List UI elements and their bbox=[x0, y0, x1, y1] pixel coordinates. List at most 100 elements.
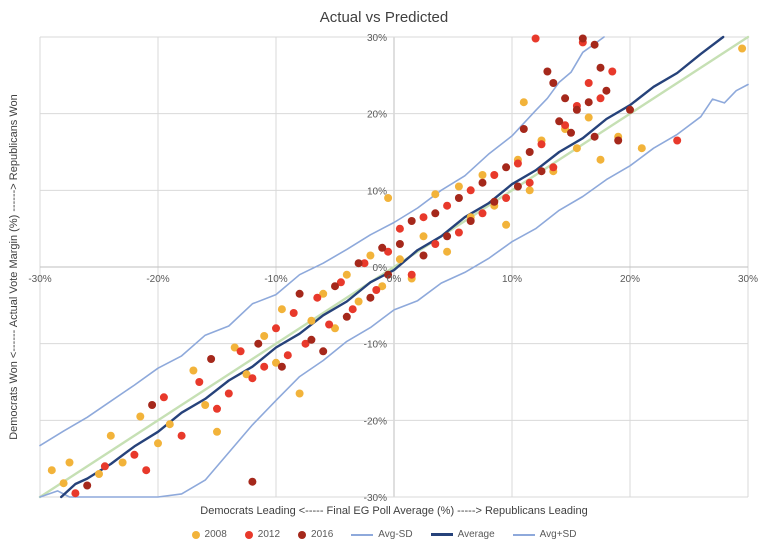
data-point-2008 bbox=[47, 466, 56, 475]
data-point-2016 bbox=[519, 125, 528, 133]
x-tick-label: 0% bbox=[387, 274, 402, 285]
data-point-2012 bbox=[260, 362, 269, 371]
data-point-2012 bbox=[513, 159, 522, 168]
data-point-2008 bbox=[95, 470, 103, 478]
scatter-series-2012 bbox=[71, 34, 682, 498]
data-point-2012 bbox=[443, 201, 452, 210]
data-point-2008 bbox=[738, 44, 747, 53]
data-point-2016 bbox=[549, 79, 558, 87]
data-point-2012 bbox=[348, 305, 357, 314]
legend-item-2008: 2008 bbox=[191, 529, 227, 540]
data-point-2016 bbox=[537, 167, 546, 176]
data-point-2012 bbox=[236, 347, 245, 356]
x-tick-label: -20% bbox=[146, 274, 169, 285]
data-point-2012 bbox=[71, 489, 80, 498]
data-point-2016 bbox=[490, 197, 499, 206]
data-point-2008 bbox=[118, 458, 127, 467]
data-point-2008 bbox=[213, 427, 221, 436]
data-point-2012 bbox=[301, 339, 310, 348]
data-point-2016 bbox=[431, 209, 440, 218]
x-tick-label: 20% bbox=[620, 274, 640, 285]
data-point-2016 bbox=[525, 148, 534, 156]
x-tick-label: 30% bbox=[738, 274, 758, 285]
data-point-2008 bbox=[366, 251, 375, 260]
data-point-2012 bbox=[177, 431, 186, 440]
data-point-2012 bbox=[490, 171, 499, 179]
y-tick-label: 10% bbox=[367, 186, 387, 197]
data-point-2016 bbox=[578, 34, 587, 43]
data-point-2008 bbox=[572, 144, 581, 153]
data-point-2016 bbox=[342, 312, 351, 321]
data-point-2008 bbox=[331, 324, 339, 333]
data-point-2012 bbox=[336, 278, 345, 287]
data-point-2016 bbox=[395, 240, 404, 248]
data-point-2008 bbox=[354, 297, 363, 306]
data-point-2008 bbox=[230, 343, 239, 352]
data-point-2016 bbox=[478, 178, 487, 187]
data-point-2016 bbox=[567, 128, 575, 137]
data-point-2016 bbox=[148, 401, 157, 409]
data-point-2008 bbox=[525, 186, 534, 195]
line-series-Average bbox=[60, 35, 725, 499]
tick-labels: -30% -20% -10% 0% 10% 20% 30% 30% 20% 10% 0% -10% -2… bbox=[28, 33, 758, 504]
data-point-2012 bbox=[673, 136, 682, 145]
data-point-2012 bbox=[502, 194, 511, 202]
data-point-2012 bbox=[159, 393, 168, 402]
data-point-2008 bbox=[319, 289, 328, 298]
data-point-2012 bbox=[313, 293, 322, 302]
data-point-2016 bbox=[602, 86, 611, 95]
data-point-2016 bbox=[555, 117, 564, 126]
data-point-2012 bbox=[142, 466, 151, 475]
y-tick-label: 0% bbox=[373, 263, 388, 274]
data-point-2008 bbox=[136, 412, 145, 421]
y-axis-title: Democrats Won <------ Actual Vote Margin… bbox=[8, 94, 20, 440]
data-point-2012 bbox=[325, 320, 334, 329]
x-tick-label: -30% bbox=[28, 274, 51, 285]
data-point-2012 bbox=[384, 247, 393, 256]
data-point-2012 bbox=[272, 324, 280, 333]
data-point-2008 bbox=[378, 282, 387, 291]
x-tick-label: -10% bbox=[264, 274, 287, 285]
data-point-2012 bbox=[608, 67, 617, 76]
data-point-2012 bbox=[525, 178, 534, 187]
data-point-2008 bbox=[295, 389, 304, 398]
legend-line-swatch bbox=[512, 533, 535, 536]
y-tick-label: 20% bbox=[367, 110, 387, 121]
data-point-2012 bbox=[360, 259, 369, 268]
data-point-2008 bbox=[637, 144, 646, 153]
data-point-2012 bbox=[431, 240, 440, 248]
data-point-2016 bbox=[83, 481, 92, 490]
data-point-2016 bbox=[248, 477, 257, 486]
chart-title: Actual vs Predicted bbox=[319, 9, 449, 26]
data-point-2012 bbox=[283, 351, 292, 360]
data-point-2008 bbox=[165, 420, 174, 429]
data-point-2016 bbox=[277, 362, 286, 371]
line-series-Avg+SD bbox=[39, 36, 605, 447]
data-point-2012 bbox=[395, 224, 404, 233]
data-point-2016 bbox=[207, 355, 216, 363]
legend-label: Avg-SD bbox=[378, 529, 413, 540]
data-point-2008 bbox=[478, 171, 487, 179]
data-point-2016 bbox=[384, 270, 393, 279]
data-point-2008 bbox=[342, 270, 351, 279]
data-point-2012 bbox=[224, 389, 233, 398]
data-point-2016 bbox=[454, 194, 463, 202]
data-point-2008 bbox=[502, 220, 511, 229]
y-tick-label: -10% bbox=[364, 340, 387, 351]
data-point-2016 bbox=[626, 105, 634, 114]
data-point-2016 bbox=[502, 163, 511, 172]
data-point-2008 bbox=[395, 255, 404, 264]
legend-label: 2012 bbox=[257, 529, 281, 540]
data-point-2008 bbox=[65, 458, 74, 467]
data-point-2008 bbox=[277, 305, 286, 314]
legend-dot-swatch bbox=[244, 530, 253, 539]
data-point-2016 bbox=[572, 105, 581, 114]
data-point-2008 bbox=[419, 232, 428, 241]
data-point-2016 bbox=[590, 132, 599, 141]
data-point-2016 bbox=[366, 293, 375, 302]
data-point-2012 bbox=[596, 94, 605, 103]
data-point-2008 bbox=[384, 194, 393, 202]
data-point-2016 bbox=[378, 243, 387, 252]
data-point-2008 bbox=[431, 190, 440, 199]
